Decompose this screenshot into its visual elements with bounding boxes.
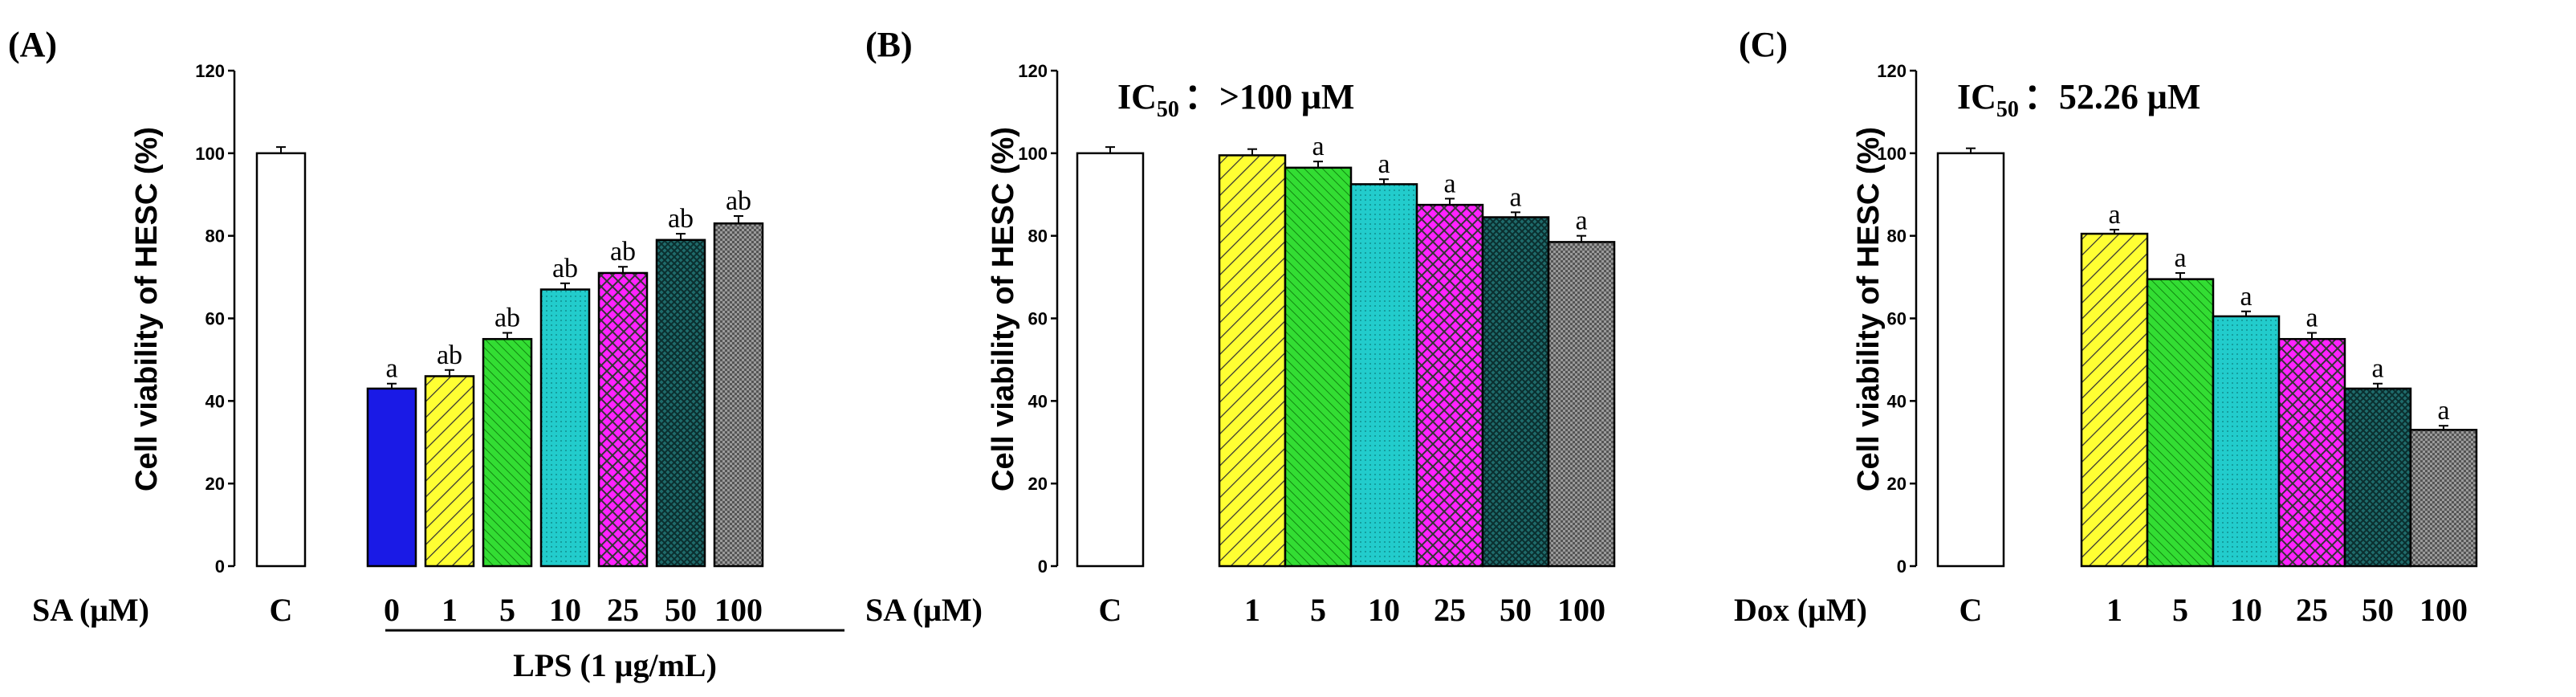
panel-a-x-tick-label: 25 <box>607 592 639 628</box>
panel-b-significance-label: a <box>1575 206 1587 236</box>
panel-c-bar-1 <box>2080 232 2149 568</box>
panel-b-treatment-label: SA (μM) <box>865 592 983 628</box>
panel-a-bar-25 <box>597 271 649 568</box>
panel-c-bar-50 <box>2343 387 2412 568</box>
panel-b-x-tick-label: C <box>1099 592 1122 628</box>
panel-c-x-tick-label: 1 <box>2106 592 2122 628</box>
panel-c-y-tick-label: 120 <box>1877 61 1907 81</box>
panel-a-y-tick-label: 80 <box>206 226 225 247</box>
panel-a-bar-5 <box>482 337 533 568</box>
panel-a-x-tick-label: 1 <box>442 592 458 628</box>
panel-c-y-tick-label: 60 <box>1887 309 1907 329</box>
panel-c-y-axis-title: Cell viability of HESC (%) <box>1852 127 1886 491</box>
panel-a-bar-50 <box>655 238 706 568</box>
panel-b-ic50-annotation: IC50 ：>100 μM <box>1117 77 1354 122</box>
panel-c-bar-5 <box>2146 278 2215 568</box>
panel-c-y-tick-label: 40 <box>1887 391 1907 411</box>
panel-a-significance-label: ab <box>494 303 520 332</box>
panel-c-x-tick-label: C <box>1959 592 1983 628</box>
panel-c-bar-100 <box>2409 429 2478 568</box>
panel-b-bar-100 <box>1547 241 1616 568</box>
panel-b-y-tick-label: 120 <box>1018 61 1048 81</box>
panel-a-group-label: LPS (1 μg/mL) <box>513 647 717 683</box>
panel-a-x-tick-label: 50 <box>665 592 697 628</box>
panel-a-significance-label: ab <box>610 237 636 267</box>
panel-a-bar-0 <box>366 387 417 568</box>
panel-b-bar-10 <box>1349 183 1418 568</box>
panel-b-y-tick-label: 80 <box>1028 226 1048 247</box>
panel-c-significance-label: a <box>2240 282 2252 312</box>
panel-b-y-axis-title: Cell viability of HESC (%) <box>987 127 1020 491</box>
panel-b-x-tick-label: 1 <box>1244 592 1260 628</box>
panel-a-significance-label: ab <box>668 204 694 234</box>
panel-a-significance-label: ab <box>437 340 462 370</box>
panel-a-significance-label: ab <box>726 186 751 216</box>
panel-a-label: (A) <box>8 25 57 64</box>
panel-a-bar-100 <box>713 222 764 568</box>
panel-a-x-tick-label: 100 <box>714 592 763 628</box>
panel-a-bar-C <box>255 152 307 568</box>
panel-c-x-tick-label: 25 <box>2296 592 2328 628</box>
panel-b-x-tick-label: 10 <box>1368 592 1400 628</box>
panel-c-label: (C) <box>1739 25 1788 64</box>
panel-a-x-tick-label: 0 <box>384 592 400 628</box>
panel-b-y-tick-label: 40 <box>1028 391 1048 411</box>
panel-b-x-tick-label: 5 <box>1310 592 1326 628</box>
panel-b-bar-25 <box>1415 203 1484 568</box>
panel-b-y-tick-label: 60 <box>1028 309 1048 329</box>
panel-b-x-tick-label: 50 <box>1500 592 1532 628</box>
panel-c-treatment-label: Dox (μM) <box>1734 592 1867 628</box>
panel-c-y-tick-label: 20 <box>1887 474 1907 494</box>
panel-b-y-tick-label: 100 <box>1018 144 1048 164</box>
panel-c-x-tick-label: 100 <box>2419 592 2468 628</box>
panel-b-significance-label: a <box>1509 182 1521 212</box>
panel-b-significance-label: a <box>1312 132 1324 161</box>
panel-b-x-tick-label: 25 <box>1434 592 1466 628</box>
panel-c-y-tick-label: 0 <box>1897 556 1907 577</box>
panel-a-bar-10 <box>539 288 591 568</box>
panel-b-x-tick-label: 100 <box>1557 592 1605 628</box>
panel-c-ic50-annotation: IC50 ：52.26 μM <box>1957 77 2200 122</box>
panel-a-y-tick-label: 20 <box>206 474 225 494</box>
panel-b-bar-1 <box>1218 154 1287 568</box>
panel-b-y-tick-label: 20 <box>1028 474 1048 494</box>
panel-a-y-axis-title: Cell viability of HESC (%) <box>130 127 164 491</box>
panel-b-significance-label: a <box>1378 149 1390 179</box>
panel-a-x-tick-label: 5 <box>499 592 515 628</box>
panel-a-significance-label: ab <box>552 254 578 283</box>
panel-c-bar-C <box>1936 152 2005 568</box>
panel-a-x-tick-label: 10 <box>549 592 581 628</box>
panel-a-y-tick-label: 120 <box>195 61 225 81</box>
panel-c-bar-10 <box>2212 315 2281 568</box>
panel-c-x-tick-label: 5 <box>2172 592 2188 628</box>
panel-a-x-tick-label: C <box>270 592 293 628</box>
panel-c-x-tick-label: 50 <box>2362 592 2394 628</box>
panel-a-y-tick-label: 100 <box>195 144 225 164</box>
panel-c-x-tick-label: 10 <box>2230 592 2262 628</box>
panel-c-y-tick-label: 80 <box>1887 226 1907 247</box>
panel-c-significance-label: a <box>2371 354 2383 384</box>
panel-b-bar-5 <box>1284 166 1353 568</box>
panel-b-bar-50 <box>1481 216 1550 568</box>
panel-c-significance-label: a <box>2305 303 2318 332</box>
panel-c-significance-label: a <box>2108 200 2120 230</box>
panel-a-treatment-label: SA (μM) <box>32 592 149 628</box>
panel-a-bar-1 <box>424 375 475 568</box>
panel-b-y-tick-label: 0 <box>1038 556 1048 577</box>
panel-a-y-tick-label: 60 <box>206 309 225 329</box>
panel-a-y-tick-label: 0 <box>215 556 225 577</box>
panel-c-significance-label: a <box>2174 243 2186 273</box>
panel-b-bar-C <box>1076 152 1145 568</box>
panel-b-label: (B) <box>865 25 913 64</box>
panel-c-bar-25 <box>2277 337 2346 568</box>
panel-c-significance-label: a <box>2437 396 2449 426</box>
panel-a-significance-label: a <box>385 354 397 384</box>
panel-b-significance-label: a <box>1443 169 1455 198</box>
panel-c-y-tick-label: 100 <box>1877 144 1907 164</box>
panel-a-y-tick-label: 40 <box>206 391 225 411</box>
